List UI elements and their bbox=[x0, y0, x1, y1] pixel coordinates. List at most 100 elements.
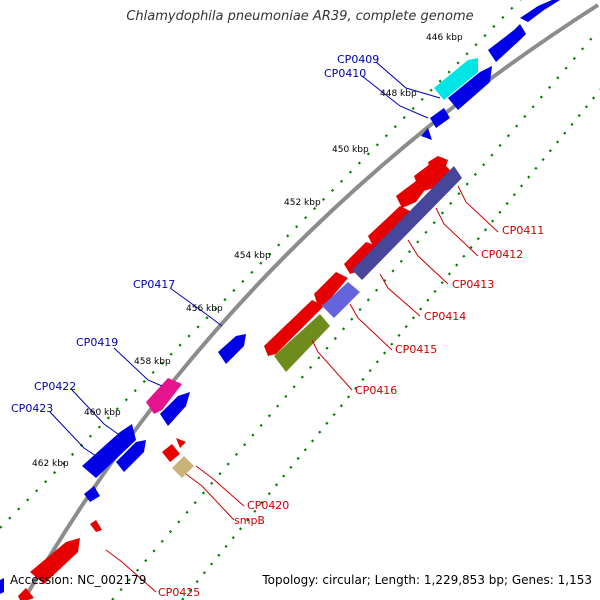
gene-label[interactable]: smpB bbox=[234, 514, 265, 527]
scale-tick bbox=[539, 95, 543, 99]
genome-summary: Topology: circular; Length: 1,229,853 bp… bbox=[262, 573, 592, 587]
scale-tick bbox=[348, 170, 353, 174]
forward-strand-features bbox=[18, 156, 462, 600]
scale-tick bbox=[241, 279, 245, 283]
gene-arrow[interactable] bbox=[0, 578, 4, 594]
scale-label: 446 kbp bbox=[426, 33, 463, 43]
reverse-strand-features bbox=[0, 0, 560, 594]
scale-tick bbox=[251, 433, 255, 437]
scale-tick bbox=[133, 389, 137, 393]
gene-label[interactable]: CP0423 bbox=[11, 402, 53, 415]
scale-tick bbox=[300, 375, 304, 379]
gene-label[interactable]: CP0411 bbox=[502, 224, 544, 237]
gene-label[interactable]: CP0419 bbox=[76, 336, 118, 349]
gene-label[interactable]: CP0415 bbox=[395, 343, 437, 356]
gene-arrow[interactable] bbox=[160, 392, 190, 426]
gene-arrow[interactable] bbox=[322, 282, 360, 318]
scale-tick bbox=[267, 492, 271, 496]
gene-arrow[interactable] bbox=[264, 300, 324, 356]
scale-tick bbox=[416, 240, 420, 244]
scale-label: 454 kbp bbox=[234, 251, 271, 261]
gene-arrow[interactable] bbox=[116, 440, 146, 472]
scale-tick bbox=[440, 281, 444, 285]
gene-arrow[interactable] bbox=[274, 314, 330, 372]
gene-label[interactable]: CP0417 bbox=[133, 278, 175, 291]
gene-arrow[interactable] bbox=[430, 108, 450, 128]
scale-tick bbox=[570, 122, 574, 126]
gene-label[interactable]: CP0410 bbox=[324, 67, 366, 80]
scale-tick bbox=[383, 351, 387, 355]
scale-tick bbox=[473, 172, 477, 176]
scale-tick bbox=[267, 414, 271, 418]
scale-tick bbox=[426, 298, 430, 302]
scale-tick bbox=[491, 219, 495, 223]
gene-arrow[interactable] bbox=[368, 206, 412, 248]
gene-arrow[interactable] bbox=[176, 438, 186, 448]
scale-tick bbox=[210, 562, 214, 566]
scale-tick bbox=[232, 288, 236, 293]
scale-tick bbox=[577, 114, 581, 118]
gene-arrow[interactable] bbox=[146, 378, 182, 414]
scale-tick bbox=[177, 520, 181, 524]
scale-tick bbox=[404, 325, 408, 329]
gene-label[interactable]: CP0414 bbox=[424, 310, 466, 323]
scale-tick bbox=[476, 237, 480, 241]
scale-tick bbox=[411, 316, 415, 320]
scale-tick bbox=[119, 587, 123, 592]
scale-tick bbox=[217, 553, 221, 557]
scale-tick bbox=[330, 188, 335, 192]
scale-tick bbox=[339, 179, 344, 183]
scale-tick bbox=[61, 461, 66, 466]
gene-arrow[interactable] bbox=[520, 0, 560, 22]
gene-label[interactable]: CP0412 bbox=[481, 248, 523, 261]
scale-tick bbox=[318, 430, 322, 434]
scale-tick bbox=[115, 407, 119, 411]
scale-tick bbox=[292, 385, 296, 389]
gene-label[interactable]: CP0425 bbox=[158, 586, 200, 599]
gene-arrow[interactable] bbox=[162, 444, 180, 462]
gene-arrow[interactable] bbox=[352, 166, 462, 280]
gene-arrow[interactable] bbox=[218, 334, 246, 364]
scale-tick bbox=[393, 125, 397, 129]
gene-arrow[interactable] bbox=[421, 128, 432, 140]
scale-tick bbox=[548, 85, 552, 90]
gene-arrow[interactable] bbox=[90, 520, 102, 532]
map-title: Chlamydophila pneumoniae AR39, complete … bbox=[126, 9, 474, 24]
scale-tick bbox=[195, 580, 199, 584]
gene-label[interactable]: CP0413 bbox=[452, 278, 494, 291]
gene-arrow[interactable] bbox=[448, 66, 492, 110]
gene-arrow[interactable] bbox=[314, 272, 348, 306]
gene-arrow[interactable] bbox=[344, 242, 378, 274]
gene-arrow[interactable] bbox=[488, 24, 526, 62]
gene-arrow[interactable] bbox=[30, 538, 80, 584]
gene-arrow[interactable] bbox=[396, 178, 432, 208]
scale-tick bbox=[296, 456, 300, 461]
scale-tick bbox=[572, 56, 576, 61]
gene-label[interactable]: CP0416 bbox=[355, 384, 397, 397]
gene-label[interactable]: CP0422 bbox=[34, 380, 76, 393]
scale-tick bbox=[26, 498, 30, 502]
gene-label[interactable]: CP0420 bbox=[247, 499, 289, 512]
scale-tick bbox=[295, 225, 299, 229]
gene-arrow[interactable] bbox=[172, 456, 194, 478]
scale-tick bbox=[375, 360, 379, 364]
gene-arrow[interactable] bbox=[84, 486, 100, 502]
scale-tick bbox=[366, 152, 370, 156]
gene-arrow[interactable] bbox=[434, 58, 478, 100]
scale-tick bbox=[424, 230, 428, 234]
gene-arrow[interactable] bbox=[82, 424, 136, 478]
scale-tick bbox=[341, 327, 346, 331]
scale-tick bbox=[462, 254, 466, 258]
gene-arrow[interactable] bbox=[18, 588, 34, 600]
scale-tick bbox=[152, 549, 156, 553]
scale-tick bbox=[483, 228, 488, 232]
scale-label: 448 kbp bbox=[380, 89, 417, 99]
label-leaders bbox=[49, 61, 499, 593]
scale-tick bbox=[310, 439, 315, 443]
scale-tick bbox=[346, 395, 351, 399]
scale-tick bbox=[447, 70, 451, 74]
scale-tick bbox=[196, 325, 200, 329]
gene-label[interactable]: CP0409 bbox=[337, 53, 379, 66]
gene-labels-forward: CP0411 CP0412 CP0413 CP0414 CP0415 CP041… bbox=[158, 224, 544, 599]
